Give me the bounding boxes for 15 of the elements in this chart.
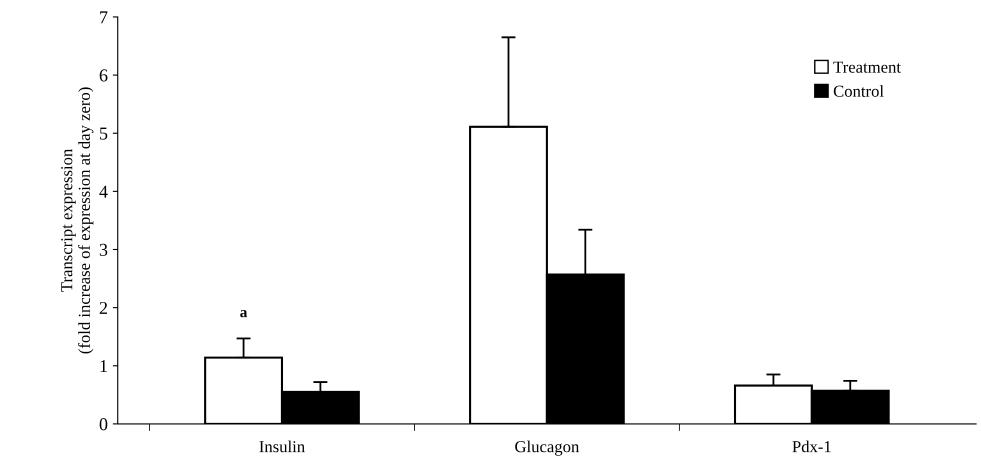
legend-label: Treatment: [833, 62, 901, 73]
y-tick-label: 3: [100, 244, 108, 256]
legend-label: Control: [834, 85, 884, 97]
y-tick-label: 5: [100, 128, 108, 140]
y-tick-label: 4: [99, 186, 108, 198]
y-tick-label: 1: [100, 360, 107, 372]
x-tick-label: Pdx-1: [792, 440, 831, 452]
x-tick-label: Insulin: [259, 440, 305, 452]
y-tick-label: 2: [100, 302, 107, 314]
y-tick-label: 6: [100, 69, 108, 82]
x-tick-label: Glucagon: [515, 440, 580, 456]
y-tick-label: 7: [100, 11, 108, 24]
y-tick-label: 0: [100, 418, 108, 430]
annotation: a: [240, 310, 248, 318]
y-axis-title: Transcript expression (fold increase of expression at day zero): [61, 87, 94, 354]
